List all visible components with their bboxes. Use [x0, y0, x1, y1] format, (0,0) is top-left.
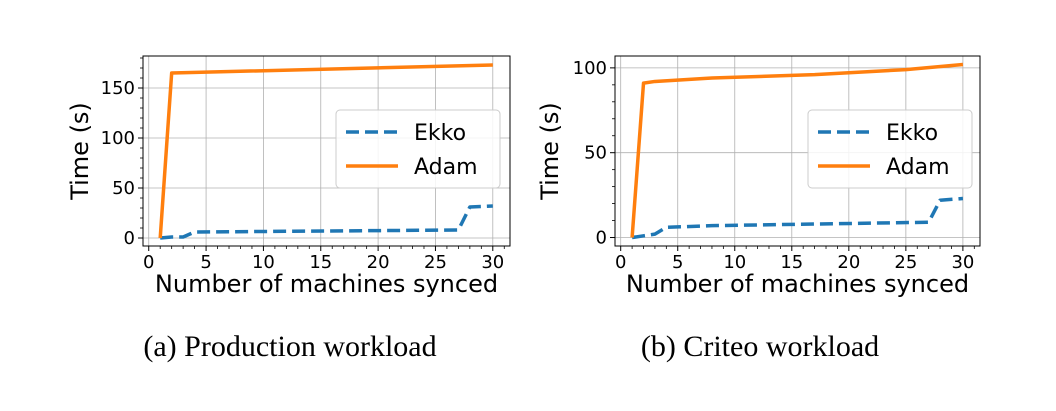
chart-criteo: 0 5 10 15 20 25 30 0 50 100 Number of machines syn… [536, 55, 981, 363]
y-tick-label: 0 [124, 228, 135, 249]
x-tick-label: 30 [481, 252, 504, 273]
x-tick-label: 15 [780, 252, 803, 273]
x-tick-label: 0 [143, 252, 154, 273]
legend-box [807, 109, 973, 189]
x-tick-label: 0 [615, 252, 626, 273]
x-tick-label: 20 [837, 252, 860, 273]
series-line-adam [158, 63, 493, 239]
x-tick-label: 25 [424, 252, 447, 273]
y-tick-label: 100 [101, 128, 135, 149]
x-tick-label: 5 [200, 252, 211, 273]
x-tick-label: 10 [723, 252, 746, 273]
legend-label-adam: Adam [414, 155, 478, 180]
plot-frame [142, 55, 511, 247]
x-tick-label: 25 [894, 252, 917, 273]
legend-label-adam: Adam [886, 155, 950, 180]
series-line-ekko [160, 204, 493, 240]
x-tick-label: 15 [309, 252, 332, 273]
y-axis-label: Time (s) [66, 102, 94, 201]
y-tick-label: 150 [101, 78, 135, 99]
plot-frame [614, 55, 981, 247]
y-tick-label: 100 [573, 58, 607, 79]
x-tick-label: 5 [672, 252, 683, 273]
x-axis-label: Number of machines synced [626, 270, 969, 298]
figure-caption: (b) Criteo workload [641, 330, 879, 363]
x-axis-label: Number of machines synced [155, 270, 498, 298]
legend-label-ekko: Ekko [414, 121, 466, 146]
y-tick-label: 50 [112, 178, 135, 199]
figure-caption: (a) Production workload [143, 330, 436, 363]
y-axis-label: Time (s) [536, 102, 564, 201]
x-tick-label: 20 [367, 252, 390, 273]
y-tick-label: 50 [584, 143, 607, 164]
series-line-ekko [631, 196, 964, 240]
x-tick-label: 10 [252, 252, 275, 273]
legend-label-ekko: Ekko [886, 121, 938, 146]
x-tick-label: 30 [951, 252, 974, 273]
legend-box [335, 109, 501, 189]
series-line-adam [630, 62, 964, 238]
y-tick-label: 0 [596, 228, 607, 249]
chart-production: 0 5 10 15 20 25 30 0 50 100 150 Number of machines … [66, 55, 511, 363]
